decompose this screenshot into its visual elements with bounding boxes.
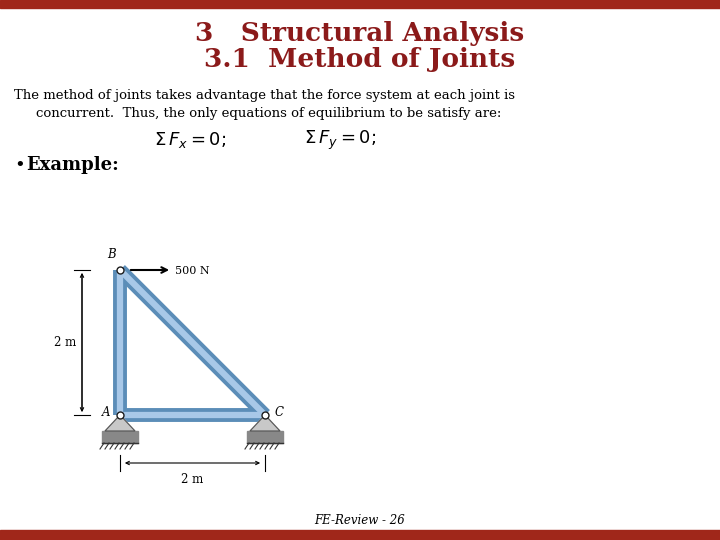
Text: C: C	[275, 407, 284, 420]
Bar	[102, 431, 138, 443]
Text: $\Sigma\, F_x = 0;$: $\Sigma\, F_x = 0;$	[154, 130, 226, 150]
Text: Example:: Example:	[26, 156, 119, 174]
Bar	[0, 530, 720, 540]
Text: A: A	[102, 407, 110, 420]
Text: 3   Structural Analysis: 3 Structural Analysis	[195, 21, 525, 45]
Text: The method of joints takes advantage that the force system at each joint is: The method of joints takes advantage tha…	[14, 90, 515, 103]
Text: concurrent.  Thus, the only equations of equilibrium to be satisfy are:: concurrent. Thus, the only equations of …	[36, 106, 501, 119]
Text: 500 N: 500 N	[175, 266, 210, 276]
Text: 2 m: 2 m	[54, 336, 76, 349]
Text: B: B	[107, 248, 116, 261]
Text: 2 m: 2 m	[181, 473, 204, 486]
Text: $\Sigma\, F_y = 0;$: $\Sigma\, F_y = 0;$	[304, 129, 376, 152]
Text: 3.1  Method of Joints: 3.1 Method of Joints	[204, 48, 516, 72]
Bar	[247, 431, 283, 443]
Text: •: •	[14, 156, 24, 174]
Text: FE-Review - 26: FE-Review - 26	[315, 515, 405, 528]
Polygon shape	[250, 415, 280, 431]
Bar	[0, 0, 720, 8]
Polygon shape	[105, 415, 135, 431]
